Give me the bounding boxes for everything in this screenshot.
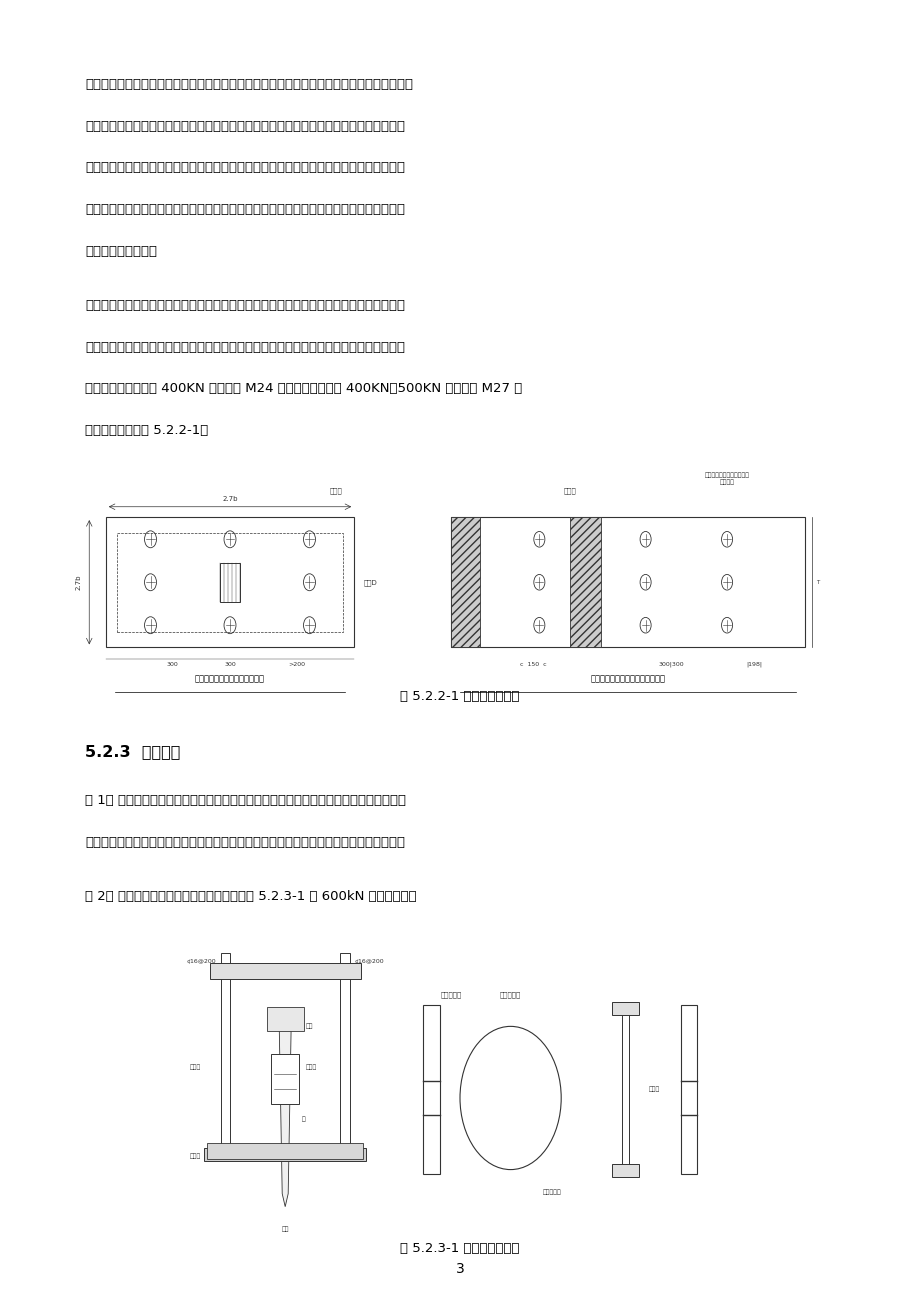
Bar bbox=[423, 1005, 439, 1174]
Text: 于发生较大沉降，应加强沉降观察，但应尽快进行桩基检测，及时封桩，使桩与承台形成一: 于发生较大沉降，应加强沉降观察，但应尽快进行桩基检测，及时封桩，使桩与承台形成一 bbox=[85, 203, 404, 216]
Text: 3: 3 bbox=[455, 1263, 464, 1276]
Text: 桩: 桩 bbox=[301, 1117, 305, 1122]
Text: 四周对称埋设锚杆。锚杆静压桩孔的留设按设计要求，但尽量靠近墙边或柱边，以减少附加: 四周对称埋设锚杆。锚杆静压桩孔的留设按设计要求，但尽量靠近墙边或柱边，以减少附加 bbox=[85, 341, 404, 354]
Text: 图 5.2.3-1 压桩承力架简图: 图 5.2.3-1 压桩承力架简图 bbox=[400, 1242, 519, 1255]
Text: T: T bbox=[815, 579, 819, 585]
Bar bbox=[680, 1005, 697, 1174]
Text: 压桩孔: 压桩孔 bbox=[563, 487, 576, 493]
Bar bbox=[210, 963, 360, 979]
Text: c  150  c: c 150 c bbox=[520, 661, 546, 667]
Text: |198|: |198| bbox=[745, 661, 762, 667]
Polygon shape bbox=[279, 1026, 290, 1207]
Text: 300: 300 bbox=[167, 661, 178, 667]
Text: 个整体，共同受力。: 个整体，共同受力。 bbox=[85, 245, 157, 258]
Text: 桩与承台尚未连成整体，锚杆桩尚未受力，承台受力基本上回到压桩前的情况，但这时地基: 桩与承台尚未连成整体，锚杆桩尚未受力，承台受力基本上回到压桩前的情况，但这时地基 bbox=[85, 120, 404, 133]
Text: 工字钢: 工字钢 bbox=[648, 1087, 659, 1092]
Bar bbox=[570, 517, 600, 647]
Text: 弯距。当压桩力小于 400KN 时，采用 M24 锚杆；当压桩力为 400KN～500KN 时，采用 M27 锚: 弯距。当压桩力小于 400KN 时，采用 M24 锚杆；当压桩力为 400KN～… bbox=[85, 383, 522, 396]
Text: >200: >200 bbox=[289, 661, 305, 667]
Text: 300|300: 300|300 bbox=[658, 661, 684, 667]
Text: 1　 对于框架结构的建筑物，一般须在施工完四层楼面砼后，砖混结构一般须在施工完: 1 对于框架结构的建筑物，一般须在施工完四层楼面砼后，砖混结构一般须在施工完 bbox=[85, 794, 405, 807]
Bar bbox=[267, 1008, 303, 1031]
Bar bbox=[450, 517, 480, 647]
Text: 按层孔和保留孔由设计确定
（示例）: 按层孔和保留孔由设计确定 （示例） bbox=[704, 473, 748, 484]
Text: 锚杆D: 锚杆D bbox=[363, 579, 377, 586]
Text: 300: 300 bbox=[224, 661, 235, 667]
Bar bbox=[204, 1148, 366, 1161]
Text: 木垫块: 木垫块 bbox=[189, 1065, 200, 1070]
Text: 2.7b: 2.7b bbox=[75, 574, 82, 590]
Text: ¢16@200: ¢16@200 bbox=[354, 958, 383, 963]
Text: 土由于压桩的挤密作用（尤其对多桩承台），地基土承载力比压桩前会有较大的提高，不致: 土由于压桩的挤密作用（尤其对多桩承台），地基土承载力比压桩前会有较大的提高，不致 bbox=[85, 161, 404, 174]
Text: 反力梁端部: 反力梁端部 bbox=[542, 1190, 561, 1195]
Text: 反力架示意: 反力架示意 bbox=[439, 992, 461, 999]
Text: 压桩孔示意: 压桩孔示意 bbox=[499, 992, 521, 999]
Text: 千斤顶: 千斤顶 bbox=[305, 1065, 316, 1070]
Text: 独立柱基础承台压桩孔平面布置: 独立柱基础承台压桩孔平面布置 bbox=[195, 674, 265, 684]
Bar bbox=[621, 1005, 629, 1174]
Text: 三层楼面砼后，方可开始压桩。（具体根据土层地质情况和压桩力大小由设计人员确定。）: 三层楼面砼后，方可开始压桩。（具体根据土层地质情况和压桩力大小由设计人员确定。） bbox=[85, 836, 404, 849]
Text: 杆。承台大样见图 5.2.2-1。: 杆。承台大样见图 5.2.2-1。 bbox=[85, 424, 208, 437]
Bar bbox=[221, 953, 230, 1156]
Bar bbox=[117, 533, 343, 631]
Text: 压桩孔: 压桩孔 bbox=[329, 487, 342, 493]
Bar bbox=[220, 562, 240, 602]
Bar bbox=[450, 517, 804, 647]
Text: 桩尖: 桩尖 bbox=[281, 1226, 289, 1232]
Bar bbox=[207, 1143, 363, 1159]
Text: 2　 压桩架可根据压桩力大小自行设计，图 5.2.3-1 为 600kN 压桩架简图。: 2 压桩架可根据压桩力大小自行设计，图 5.2.3-1 为 600kN 压桩架简… bbox=[85, 891, 416, 904]
Bar bbox=[340, 953, 349, 1156]
Bar bbox=[106, 517, 354, 647]
Text: 桩帽: 桩帽 bbox=[305, 1023, 312, 1029]
Text: 图 5.2.2-1 承台大样示意图: 图 5.2.2-1 承台大样示意图 bbox=[400, 690, 519, 703]
Text: 能引起承台抬空、翘曲。因此二桩承台在构造上应适当加强确保施工安全。压桩后、封桩前，: 能引起承台抬空、翘曲。因此二桩承台在构造上应适当加强确保施工安全。压桩后、封桩前… bbox=[85, 78, 413, 91]
Bar bbox=[611, 1003, 639, 1016]
Text: ¢16@200: ¢16@200 bbox=[187, 958, 216, 963]
Text: 在需要加固纠倾的基础底板上开凿锚杆静压桩孔，形成上小下大的八字型锥状孔，在孔: 在需要加固纠倾的基础底板上开凿锚杆静压桩孔，形成上小下大的八字型锥状孔，在孔 bbox=[85, 299, 404, 312]
Bar bbox=[271, 1055, 299, 1104]
Text: 2.7b: 2.7b bbox=[222, 496, 237, 501]
Bar bbox=[611, 1164, 639, 1177]
Text: 5.2.3  立架压桩: 5.2.3 立架压桩 bbox=[85, 745, 180, 759]
Text: 反力梁: 反力梁 bbox=[189, 1154, 200, 1159]
Text: 墙下条形基础承台压桩孔平面布置: 墙下条形基础承台压桩孔平面布置 bbox=[590, 674, 664, 684]
